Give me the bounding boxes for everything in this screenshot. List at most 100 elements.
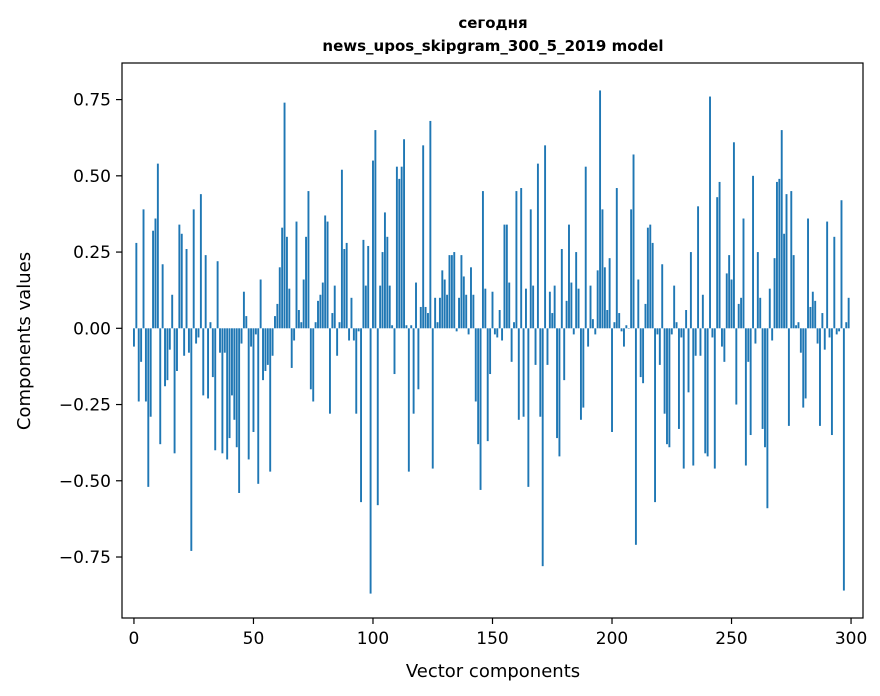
bar-215 [646,227,649,329]
bar-56 [266,328,269,365]
bar-35 [216,261,219,329]
bar-32 [209,322,212,329]
bar-3 [140,328,143,362]
y-axis-label: Components values [14,252,35,430]
bar-2 [137,328,140,402]
y-tick-label-3: 0.00 [73,319,111,339]
bar-158 [510,328,513,362]
bar-207 [627,328,630,329]
bar-155 [503,224,506,329]
bar-176 [553,285,556,329]
bar-36 [219,328,221,353]
bar-142 [472,294,475,329]
bar-209 [632,154,635,329]
bar-101 [374,130,377,329]
chart-title-line2: news_upos_skipgram_300_5_2019 model [322,37,663,55]
bar-4 [142,209,145,329]
bar-5 [144,328,147,402]
bar-15 [168,328,171,350]
bar-156 [505,224,508,329]
bar-266 [768,288,771,329]
bar-274 [787,328,790,426]
bar-248 [725,273,728,329]
bar-140 [467,328,470,335]
bar-299 [847,297,850,329]
bar-29 [202,328,205,396]
bar-275 [790,191,793,329]
x-tick-label-3: 150 [476,629,508,649]
bar-94 [357,328,360,332]
bars-group [133,90,850,594]
bar-284 [811,291,814,329]
bar-59 [274,316,276,329]
bar-271 [780,130,783,329]
bar-103 [379,285,382,329]
bar-161 [517,328,520,420]
bar-171 [541,328,544,567]
bar-90 [348,328,351,341]
bar-38 [223,328,226,353]
bar-28 [199,194,202,329]
bar-75 [312,328,315,402]
bar-16 [171,294,174,329]
x-tick-label-4: 200 [596,629,628,649]
bar-40 [228,328,231,439]
bar-188 [582,328,585,408]
bar-208 [630,209,633,329]
bar-23 [187,328,190,353]
bar-217 [651,242,654,329]
bar-128 [438,297,441,329]
bar-14 [166,328,169,381]
bar-296 [840,200,843,329]
bar-20 [180,233,183,329]
bar-169 [536,163,539,329]
bar-77 [317,300,319,329]
bar-51 [254,328,257,335]
bar-39 [226,328,229,460]
bar-147 [484,288,487,329]
bar-154 [501,328,504,341]
bar-258 [749,328,752,436]
bar-43 [235,328,238,448]
bar-235 [694,328,697,356]
bar-80 [324,215,327,329]
bar-70 [300,322,303,329]
bar-93 [355,328,358,414]
bar-76 [314,322,317,329]
bar-253 [737,303,740,329]
bar-205 [623,328,625,347]
bar-12 [161,264,164,329]
bar-292 [830,328,833,436]
bar-8 [152,230,155,329]
bar-265 [766,328,769,509]
bar-81 [326,221,329,329]
bar-256 [744,328,747,466]
bar-115 [407,328,410,472]
bar-44 [238,328,241,493]
bar-18 [176,328,178,371]
y-axis-ticks: −0.75 −0.50 −0.25 0.00 0.25 0.50 0.75 [59,91,122,568]
bar-112 [400,166,403,329]
x-tick-label-6: 300 [835,629,867,649]
bar-62 [281,227,284,329]
bar-210 [634,328,637,545]
bar-120 [419,306,422,329]
bar-172 [544,145,547,329]
bar-261 [756,252,759,329]
bar-49 [250,328,253,347]
bar-164 [525,288,527,329]
bar-139 [465,294,468,329]
bar-78 [319,294,322,329]
bar-118 [415,282,417,329]
bar-42 [233,328,236,420]
bar-270 [778,178,781,329]
bar-165 [527,328,530,487]
bar-82 [329,328,331,414]
bar-110 [395,166,398,329]
bar-10 [156,163,159,329]
bar-98 [367,245,370,329]
bar-145 [479,328,482,490]
bar-65 [288,288,291,329]
bar-11 [159,328,162,445]
y-tick-label-4: 0.25 [73,243,111,263]
